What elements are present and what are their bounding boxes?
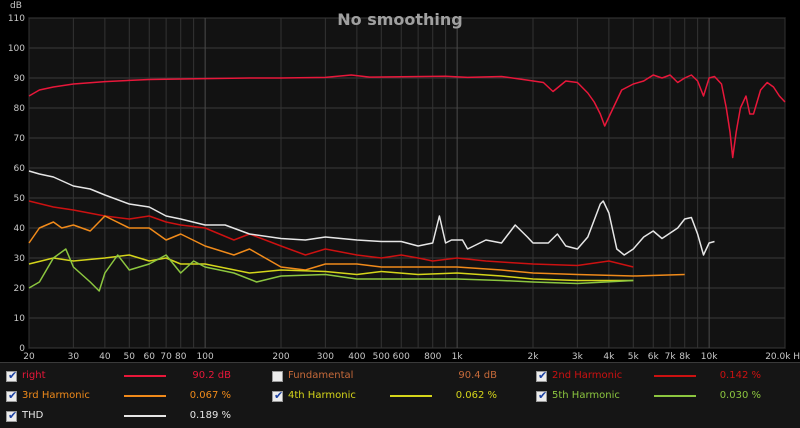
plot-area (28, 17, 786, 349)
y-tick-label: 80 (14, 104, 26, 114)
x-tick-label: 600 (393, 352, 410, 362)
legend-swatch (654, 395, 696, 397)
legend-item-5th: ✔ 5th Harmonic 0.030 % (536, 387, 776, 405)
legend-value: 90.4 dB (458, 370, 497, 381)
x-tick-label: 2k (528, 352, 540, 362)
x-tick-label: 400 (348, 352, 365, 362)
y-tick-label: 20 (14, 284, 26, 294)
legend-label: 4th Harmonic (288, 390, 356, 401)
series-line-5th-harmonic (28, 248, 634, 292)
x-tick-label: 60 (144, 352, 156, 362)
y-tick-label: 40 (14, 224, 26, 234)
legend-swatch (654, 375, 696, 377)
y-tick-label: 110 (8, 14, 25, 24)
series-line-3rd-harmonic (28, 215, 685, 277)
x-tick-label: 20 (23, 352, 35, 362)
legend-value: 0.062 % (455, 390, 497, 401)
x-tick-label: 800 (424, 352, 441, 362)
x-tick-label: 500 (373, 352, 390, 362)
y-gridlines (29, 17, 785, 349)
legend-item-fundamental: ✔ Fundamental 90.4 dB (272, 367, 512, 385)
legend-item-4th: ✔ 4th Harmonic 0.062 % (272, 387, 512, 405)
x-tick-label: 5k (628, 352, 640, 362)
y-axis-label: dB (10, 1, 22, 11)
legend-label: right (22, 370, 46, 381)
series-lines (28, 74, 786, 292)
x-tick-label: 80 (175, 352, 187, 362)
x-gridlines (28, 18, 786, 348)
x-tick-label: 10k (701, 352, 718, 362)
series-line-thd (28, 170, 715, 256)
x-tick-label: 20.0k Hz (765, 352, 800, 362)
legend-checkbox-thd[interactable]: ✔ (6, 409, 18, 422)
legend-checkbox-5th[interactable]: ✔ (536, 389, 548, 402)
legend-value: 0.142 % (719, 370, 761, 381)
legend-swatch (390, 395, 432, 397)
x-tick-label: 6k (648, 352, 660, 362)
checkmark-icon: ✔ (8, 369, 18, 382)
y-tick-label: 0 (19, 344, 25, 354)
x-tick-label: 1k (452, 352, 464, 362)
legend-swatch (124, 415, 166, 417)
legend-label: Fundamental (288, 370, 354, 381)
legend-checkbox-2nd[interactable]: ✔ (536, 369, 548, 382)
legend-item-3rd: ✔ 3rd Harmonic 0.067 % (6, 387, 246, 405)
x-tick-labels: 20 30 40 50 60 70 80 100 200 300 400 500 600 800 1k 2k 3… (23, 352, 800, 362)
chart-title: No smoothing (337, 10, 463, 29)
y-tick-label: 90 (14, 74, 26, 84)
legend-checkbox-3rd[interactable]: ✔ (6, 389, 18, 402)
checkmark-icon: ✔ (538, 369, 548, 382)
checkmark-icon: ✔ (274, 389, 284, 402)
y-tick-label: 50 (14, 194, 26, 204)
x-tick-label: 300 (317, 352, 334, 362)
x-tick-label: 7k (665, 352, 677, 362)
legend-value: 90.2 dB (192, 370, 231, 381)
legend-checkbox-4th[interactable]: ✔ (272, 389, 284, 402)
legend-swatch (124, 395, 166, 397)
x-tick-label: 70 (160, 352, 172, 362)
legend-value: 0.030 % (719, 390, 761, 401)
x-tick-label: 200 (272, 352, 289, 362)
legend-label: 2nd Harmonic (552, 370, 623, 381)
x-tick-label: 50 (124, 352, 136, 362)
legend-item-thd: ✔ THD 0.189 % (6, 407, 246, 425)
legend-checkbox-fundamental[interactable]: ✔ (272, 371, 283, 382)
checkmark-icon: ✔ (8, 409, 18, 422)
y-tick-label: 70 (14, 134, 26, 144)
x-tick-label: 4k (603, 352, 615, 362)
legend-label: 3rd Harmonic (22, 390, 90, 401)
series-line-2nd-harmonic (28, 200, 634, 268)
x-tick-label: 3k (572, 352, 584, 362)
y-tick-label: 10 (14, 314, 26, 324)
y-tick-label: 30 (14, 254, 26, 264)
checkmark-icon: ✔ (8, 389, 18, 402)
y-tick-labels: 0 10 20 30 40 50 60 70 80 90 100 110 (8, 14, 25, 354)
x-tick-label: 40 (99, 352, 111, 362)
legend-value: 0.189 % (189, 410, 231, 421)
series-line-right (28, 74, 786, 159)
y-tick-label: 100 (8, 44, 25, 54)
y-tick-label: 60 (14, 164, 26, 174)
x-tick-label: 100 (197, 352, 214, 362)
x-tick-label: 8k (679, 352, 691, 362)
legend-panel: ✔ right 90.2 dB ✔ Fundamental 90.4 dB ✔ 2nd Har… (0, 362, 800, 428)
legend-label: THD (22, 410, 44, 421)
legend-label: 5th Harmonic (552, 390, 620, 401)
checkmark-icon: ✔ (538, 389, 548, 402)
legend-swatch (124, 375, 166, 377)
legend-checkbox-right[interactable]: ✔ (6, 369, 18, 382)
legend-item-right: ✔ right 90.2 dB (6, 367, 246, 385)
legend-value: 0.067 % (189, 390, 231, 401)
x-tick-label: 30 (68, 352, 80, 362)
legend-item-2nd: ✔ 2nd Harmonic 0.142 % (536, 367, 776, 385)
series-line-4th-harmonic (28, 254, 634, 282)
